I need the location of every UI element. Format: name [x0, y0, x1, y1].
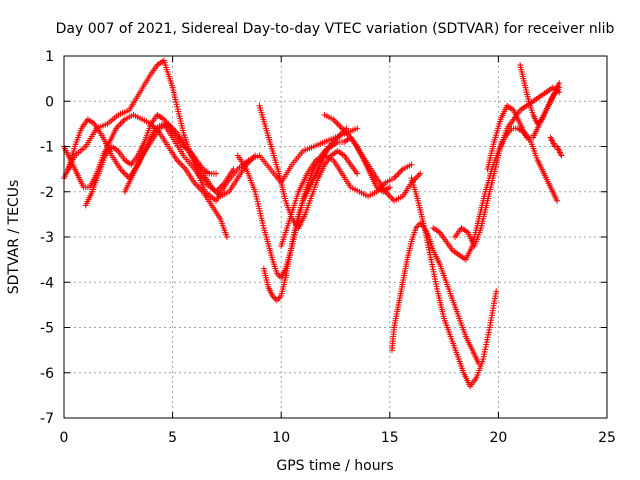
y-tick-label: -2 [40, 185, 54, 201]
data-point [116, 122, 123, 129]
y-tick-label: -1 [40, 140, 54, 156]
chart-title: Day 007 of 2021, Sidereal Day-to-day VTE… [56, 21, 615, 37]
y-axis-label: SDTVAR / TECUs [6, 180, 22, 295]
y-tick-label: -3 [40, 230, 54, 246]
data-point [194, 182, 201, 189]
data-point [417, 170, 424, 177]
data-point [218, 182, 225, 189]
data-point [554, 197, 561, 204]
data-point [213, 170, 220, 177]
y-tick-label: -4 [40, 275, 54, 291]
data-point [117, 120, 124, 127]
data-point [339, 125, 346, 132]
data-point [398, 167, 405, 174]
data-point [408, 161, 415, 168]
data-point [392, 173, 399, 180]
data-point [493, 288, 500, 295]
y-tick-label: -5 [40, 321, 54, 337]
data-point [334, 120, 341, 127]
data-point [120, 169, 127, 176]
series-track-9 [278, 152, 415, 250]
x-tick-label: 20 [489, 430, 507, 446]
y-tick-label: 0 [45, 94, 54, 110]
data-point [176, 160, 183, 167]
data-point [252, 152, 259, 159]
data-point [394, 172, 401, 179]
series-track-11 [388, 220, 482, 367]
data-point [120, 117, 127, 124]
data-point [123, 172, 130, 179]
y-tick-label: -7 [40, 411, 54, 427]
data-point [230, 166, 237, 173]
x-tick-label: 10 [272, 430, 290, 446]
x-axis-ticks: 0 5 10 15 20 25 [60, 56, 616, 446]
data-point [178, 161, 185, 168]
data-point [331, 117, 338, 124]
data-point [118, 167, 125, 174]
x-axis-label: GPS time / hours [276, 458, 393, 474]
data-point [275, 295, 282, 302]
series-track-17 [547, 134, 565, 159]
x-tick-label: 0 [60, 430, 69, 446]
series-track-12 [408, 175, 500, 390]
data-point [556, 80, 563, 87]
data-point [385, 191, 392, 198]
data-points [61, 57, 565, 390]
data-point [396, 169, 403, 176]
series-track-3 [65, 116, 237, 195]
series-track-10 [321, 111, 424, 204]
series-track-8 [256, 102, 361, 231]
data-point [386, 184, 393, 191]
data-point [337, 123, 344, 130]
data-point [192, 181, 199, 188]
data-point [415, 172, 422, 179]
data-point [336, 122, 343, 129]
data-point [395, 170, 402, 177]
data-point [354, 170, 361, 177]
data-point [558, 152, 565, 159]
data-point [121, 170, 128, 177]
data-point [414, 173, 421, 180]
data-point [386, 193, 393, 200]
series-track-4 [82, 111, 220, 209]
data-point [333, 119, 340, 126]
data-point [273, 297, 280, 304]
data-point [223, 234, 230, 240]
x-tick-label: 5 [168, 430, 177, 446]
series-track-16 [517, 62, 563, 127]
y-axis-ticks: 1 0 -1 -2 -3 -4 -5 -6 -7 [40, 49, 607, 427]
data-point [354, 125, 361, 132]
x-tick-label: 15 [381, 430, 399, 446]
data-point [179, 163, 186, 170]
data-point [181, 164, 188, 171]
y-tick-label: 1 [45, 49, 54, 65]
series-track-13 [430, 125, 561, 263]
gridlines [64, 56, 607, 418]
series-track-5 [121, 120, 259, 200]
y-tick-label: -6 [40, 366, 54, 382]
x-tick-label: 25 [598, 430, 616, 446]
data-point [118, 119, 125, 126]
data-point [175, 158, 182, 165]
